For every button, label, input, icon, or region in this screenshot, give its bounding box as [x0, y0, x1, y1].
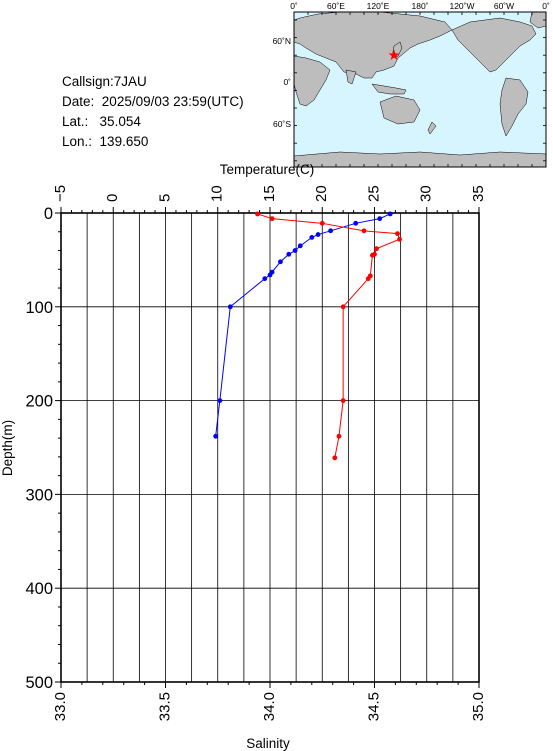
top-tick-label: 30 — [418, 185, 435, 202]
map-lat-tick-label: 60˚N — [273, 36, 291, 46]
temperature-point — [213, 433, 219, 439]
map-lon-tick-label: 60˚W — [494, 1, 514, 11]
australia-land — [379, 95, 421, 125]
top-tick-label: 5 — [156, 194, 173, 202]
map-lon-tick-label: 0˚ — [290, 1, 298, 11]
lat-value: 35.054 — [99, 114, 141, 129]
callsign-label: Callsign: — [62, 74, 114, 89]
top-tick-label: 10 — [209, 185, 226, 202]
salinity-point — [340, 398, 346, 403]
newzealand-land — [427, 121, 437, 135]
y-tick-label: 400 — [25, 580, 53, 598]
y-tick-label: 300 — [25, 486, 53, 504]
lon-value: 139.650 — [99, 134, 149, 149]
eurasia-land — [294, 12, 453, 79]
y-tick-label: 200 — [25, 393, 53, 411]
lat-label: Lat.: — [62, 114, 89, 129]
top-tick-label: 20 — [313, 185, 330, 202]
salinity-point — [336, 433, 342, 439]
temperature-point — [387, 211, 393, 217]
bottom-tick-label: 35.0 — [470, 692, 487, 721]
salinity-point — [340, 304, 346, 310]
temperature-point — [377, 216, 383, 222]
lon-row: Lon.: 139.650 — [62, 132, 244, 152]
indonesia-land — [371, 83, 407, 95]
y-axis-label: Depth(m) — [0, 420, 15, 476]
salinity-point — [255, 211, 260, 217]
temperature-point — [292, 248, 298, 253]
salinity-point — [397, 236, 402, 242]
callsign-row: Callsign:7JAU — [62, 72, 244, 92]
bottom-axis-label: Salinity — [246, 736, 290, 751]
bottom-tick-label: 34.5 — [365, 692, 382, 721]
map-lon-tick-label: 120˚E — [367, 1, 390, 11]
y-tick-label: 0 — [44, 205, 53, 223]
salinity-point — [361, 228, 367, 234]
top-axis-label: Temperature(C) — [220, 162, 315, 177]
top-tick-label: −5 — [52, 185, 69, 202]
temperature-point — [278, 259, 283, 265]
station-info: Callsign:7JAU Date: 2025/09/03 23:59(UTC… — [62, 72, 244, 152]
antarctica-land — [294, 151, 546, 167]
temperature-point — [217, 398, 223, 403]
date-value: 2025/09/03 23:59(UTC) — [101, 94, 244, 109]
temperature-point — [297, 243, 303, 249]
salinity-point — [395, 231, 400, 237]
bottom-tick-label: 34.0 — [261, 692, 278, 721]
salinity-point — [319, 220, 325, 226]
star-icon — [388, 49, 400, 60]
salinity-line — [257, 213, 401, 458]
top-tick-label: 35 — [470, 185, 487, 202]
lon-label: Lon.: — [62, 134, 93, 149]
top-tick-label: 15 — [261, 185, 278, 202]
north-america-land — [451, 17, 537, 73]
temperature-line — [215, 213, 391, 437]
map-lat-tick-label: 0˚ — [283, 77, 291, 87]
temperature-point — [309, 234, 315, 240]
map-lon-tick-label: 0˚ — [542, 1, 550, 11]
location-map: 0˚ 60˚E 120˚E 180˚ 120˚W 60˚W 0˚ 60˚N 0˚ 60˚S — [273, 1, 550, 168]
bottom-tick-label: 33.5 — [156, 692, 173, 721]
bottom-tick-label: 33.0 — [52, 692, 69, 721]
y-tick-label: 100 — [25, 299, 53, 317]
map-lon-tick-label: 60˚E — [327, 1, 345, 11]
lat-row: Lat.: 35.054 — [62, 112, 244, 132]
salinity-point — [332, 455, 338, 461]
salinity-point — [374, 246, 379, 252]
date-label: Date: — [62, 94, 95, 109]
callsign-value: 7JAU — [113, 74, 147, 89]
temperature-point — [328, 228, 334, 234]
top-tick-label: 25 — [365, 185, 382, 202]
chart-grid — [60, 212, 480, 683]
india-land — [345, 69, 357, 85]
temperature-point — [227, 304, 233, 310]
map-lon-tick-label: 120˚W — [449, 1, 474, 11]
y-tick-label: 500 — [25, 674, 53, 692]
temperature-point — [286, 251, 292, 257]
temperature-point — [267, 272, 273, 278]
map-lat-tick-label: 60˚S — [273, 119, 291, 129]
salinity-point — [370, 252, 375, 258]
map-lon-tick-label: 180˚ — [411, 1, 428, 11]
temperature-point — [262, 276, 268, 282]
temperature-point — [315, 232, 321, 237]
greenland-land — [529, 12, 546, 29]
temperature-point — [353, 220, 359, 226]
date-row: Date: 2025/09/03 23:59(UTC) — [62, 92, 244, 112]
top-tick-label: 0 — [104, 194, 121, 202]
salinity-point — [269, 216, 275, 222]
salinity-point — [365, 276, 371, 282]
south-america-land — [499, 77, 529, 137]
